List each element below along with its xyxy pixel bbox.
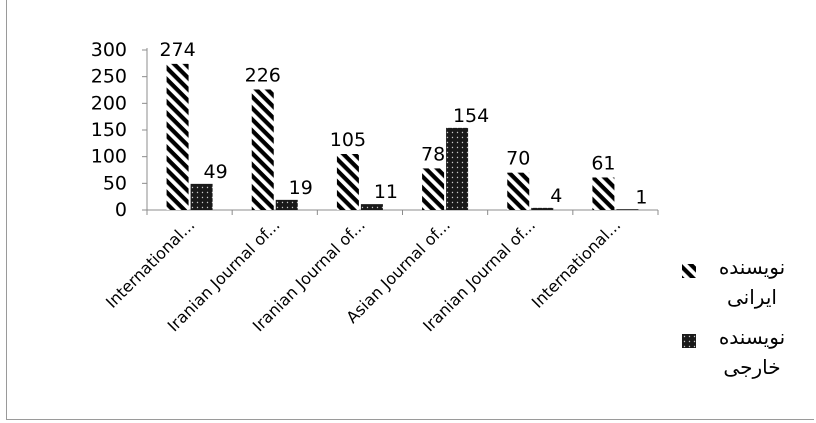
legend: نویسنده ایرانی نویسنده خارجی [666, 252, 806, 392]
x-category-label: International... [102, 215, 198, 311]
bar-foreign [531, 207, 554, 210]
bar-foreign [275, 199, 298, 210]
data-label-iranian: 70 [506, 148, 530, 170]
data-label-foreign: 4 [550, 185, 562, 207]
y-tick-label: 200 [91, 92, 127, 114]
bar-foreign [190, 183, 213, 210]
data-label-iranian: 78 [421, 143, 445, 165]
data-label-foreign: 19 [289, 177, 313, 199]
y-tick-label: 150 [91, 119, 127, 141]
y-tick-label: 50 [103, 172, 127, 194]
y-tick-label: 300 [91, 39, 127, 61]
data-label-iranian: 226 [245, 64, 281, 86]
bar-iranian [336, 154, 359, 210]
data-label-iranian: 105 [330, 129, 366, 151]
data-label-foreign: 1 [635, 186, 647, 208]
y-tick-label: 0 [115, 199, 127, 221]
bar-iranian [251, 89, 274, 210]
bar-iranian [422, 168, 445, 210]
legend-entry-iranian: نویسنده ایرانی [666, 252, 806, 316]
y-tick-label: 250 [91, 66, 127, 88]
legend-label-iranian: نویسنده ایرانی [718, 255, 786, 309]
data-label-iranian: 274 [159, 39, 195, 61]
legend-swatch-dots [682, 334, 696, 348]
data-label-foreign: 49 [203, 161, 227, 183]
legend-swatch-stripes [682, 264, 696, 278]
bar-iranian [592, 177, 615, 210]
bar-foreign [446, 127, 469, 210]
data-label-foreign: 154 [453, 105, 489, 127]
bar-iranian [507, 172, 530, 210]
x-category-label: International... [528, 215, 624, 311]
data-label-foreign: 11 [374, 181, 398, 203]
bar-foreign [360, 204, 383, 210]
chart-frame [6, 0, 814, 420]
bar-iranian [166, 63, 189, 210]
y-tick-label: 100 [91, 146, 127, 168]
legend-label-foreign: نویسنده خارجی [718, 325, 786, 379]
bar-foreign [616, 209, 639, 210]
data-label-iranian: 61 [591, 152, 615, 174]
legend-entry-foreign: نویسنده خارجی [666, 322, 806, 386]
